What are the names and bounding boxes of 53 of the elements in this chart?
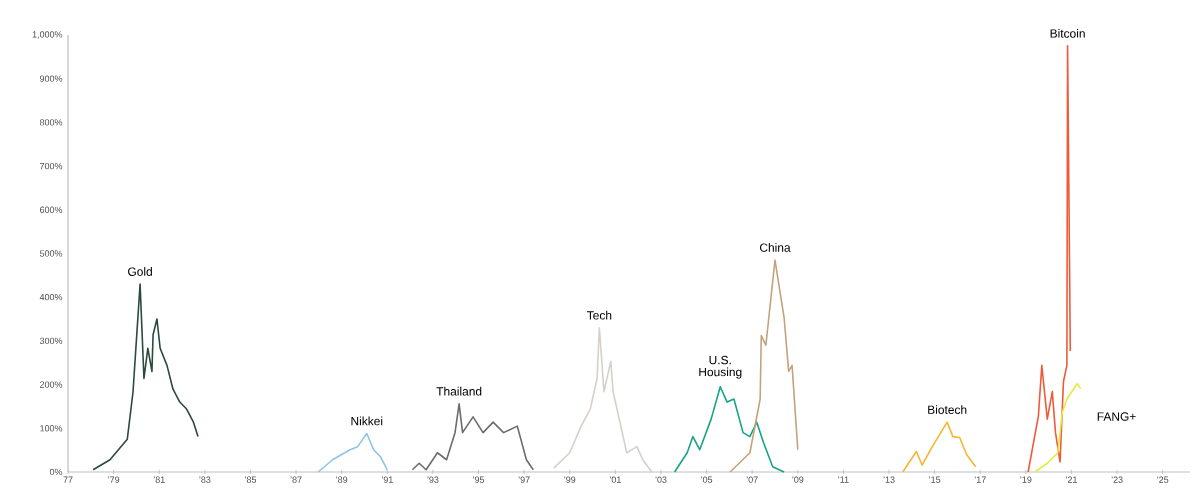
- x-tick-label: ’95: [473, 476, 485, 483]
- x-tick-label: ’79: [108, 476, 120, 483]
- x-tick-label: ’23: [1111, 476, 1123, 483]
- series-label: Bitcoin: [1050, 28, 1085, 38]
- y-tick-label: 100%: [40, 425, 63, 432]
- y-tick-label: 900%: [39, 75, 63, 82]
- x-tick-label: ’03: [655, 476, 667, 483]
- x-tick-label: 77: [63, 476, 73, 483]
- x-tick-label: ’25: [1157, 476, 1169, 483]
- x-tick-label: ’89: [336, 476, 348, 483]
- x-tick-label: ’99: [564, 476, 576, 483]
- x-tick-label: ’19: [1020, 476, 1032, 483]
- y-tick-label: 0%: [49, 468, 63, 476]
- x-tick-label: ’15: [929, 476, 941, 483]
- y-tick-label: 800%: [39, 119, 63, 126]
- x-tick-label: ’01: [609, 476, 621, 483]
- text: FANG+: [1097, 412, 1136, 421]
- y-tick-label: 500%: [39, 250, 63, 257]
- line-series: [1027, 45, 1072, 473]
- x-tick-label: ’11: [838, 476, 849, 483]
- y-tick-label: 1,000%: [32, 31, 63, 39]
- x-tick-label: ’21: [1066, 476, 1077, 483]
- series-label: Thailand: [436, 386, 482, 396]
- y-tick-label: 300%: [39, 337, 63, 345]
- x-tick-label: ’85: [245, 476, 257, 483]
- line-series: [411, 403, 535, 471]
- x-tick-label: ’83: [199, 476, 211, 483]
- line-series: [1034, 382, 1082, 473]
- y-tick-label: 200%: [40, 381, 63, 388]
- series-label: Nikkei: [351, 416, 383, 426]
- series-label: U.S. Housing: [699, 355, 742, 379]
- series-label: Biotech: [928, 405, 967, 414]
- x-tick-label: ’05: [701, 476, 713, 483]
- series-label: Gold: [128, 267, 152, 276]
- y-tick-label: 400%: [39, 294, 63, 301]
- x-tick-label: ’07: [746, 476, 758, 483]
- line-series: [673, 385, 785, 473]
- series-label: China: [759, 243, 791, 252]
- x-tick-label: ’87: [290, 476, 302, 483]
- x-tick-label: ’09: [792, 476, 804, 483]
- line-series: [92, 283, 199, 471]
- y-tick-label: 600%: [40, 206, 63, 213]
- line-series: [901, 421, 977, 473]
- x-tick-label: ’97: [518, 476, 530, 483]
- x-tick-label: ’13: [883, 476, 895, 483]
- x-tick-label: ’93: [427, 476, 439, 483]
- line-series: [552, 326, 653, 473]
- x-tick-label: ’17: [974, 476, 986, 483]
- y-tick-label: 700%: [40, 162, 63, 170]
- x-tick-label: ’81: [153, 476, 165, 483]
- x-tick-label: ’91: [381, 476, 393, 483]
- line-series: [317, 432, 389, 473]
- series-label: Tech: [587, 310, 612, 320]
